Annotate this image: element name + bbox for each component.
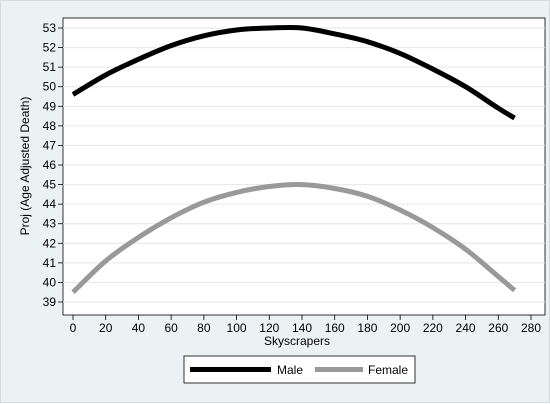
y-tick-label: 47 bbox=[43, 138, 57, 152]
x-tick-label: 20 bbox=[99, 321, 113, 335]
x-tick-label: 260 bbox=[488, 321, 508, 335]
x-tick-label: 0 bbox=[70, 321, 77, 335]
y-axis: 39 40 41 42 43 44 45 46 47 48 49 50 51 52 53 bbox=[43, 21, 63, 309]
y-tick-label: 44 bbox=[43, 197, 57, 211]
x-tick-label: 80 bbox=[197, 321, 211, 335]
x-tick-label: 100 bbox=[227, 321, 247, 335]
y-tick-label: 45 bbox=[43, 178, 57, 192]
y-tick-label: 40 bbox=[43, 275, 57, 289]
y-tick-label: 51 bbox=[43, 60, 57, 74]
y-tick-label: 43 bbox=[43, 217, 57, 231]
x-tick-label: 180 bbox=[357, 321, 377, 335]
y-tick-label: 46 bbox=[43, 158, 57, 172]
series-layer bbox=[71, 24, 517, 295]
y-tick-label: 53 bbox=[43, 21, 57, 35]
x-tick-label: 220 bbox=[423, 321, 443, 335]
y-tick-label: 50 bbox=[43, 80, 57, 94]
y-tick-label: 49 bbox=[43, 99, 57, 113]
y-tick-label: 52 bbox=[43, 41, 57, 55]
legend-label-female: Female bbox=[368, 363, 408, 377]
x-tick-label: 40 bbox=[132, 321, 146, 335]
legend-label-male: Male bbox=[277, 363, 303, 377]
x-tick-label: 200 bbox=[390, 321, 410, 335]
x-axis: 0 20 40 60 80 100 120 140 160 180 200 220 240 260 280 bbox=[70, 315, 541, 335]
x-tick-label: 240 bbox=[456, 321, 476, 335]
grid-lines bbox=[63, 27, 545, 303]
legend: Male Female bbox=[183, 355, 416, 384]
y-tick-label: 42 bbox=[43, 236, 57, 250]
series-line-male bbox=[71, 24, 516, 121]
x-tick-label: 280 bbox=[521, 321, 541, 335]
x-axis-title: Skyscrapers bbox=[264, 334, 330, 348]
y-tick-label: 39 bbox=[43, 295, 57, 309]
y-tick-label: 48 bbox=[43, 119, 57, 133]
x-tick-label: 140 bbox=[292, 321, 312, 335]
series-line-female bbox=[71, 182, 517, 295]
x-tick-label: 160 bbox=[325, 321, 345, 335]
x-tick-label: 120 bbox=[259, 321, 279, 335]
x-tick-label: 60 bbox=[164, 321, 178, 335]
y-axis-title: Proj (Age Adjusted Death) bbox=[18, 97, 32, 236]
y-tick-label: 41 bbox=[43, 256, 57, 270]
